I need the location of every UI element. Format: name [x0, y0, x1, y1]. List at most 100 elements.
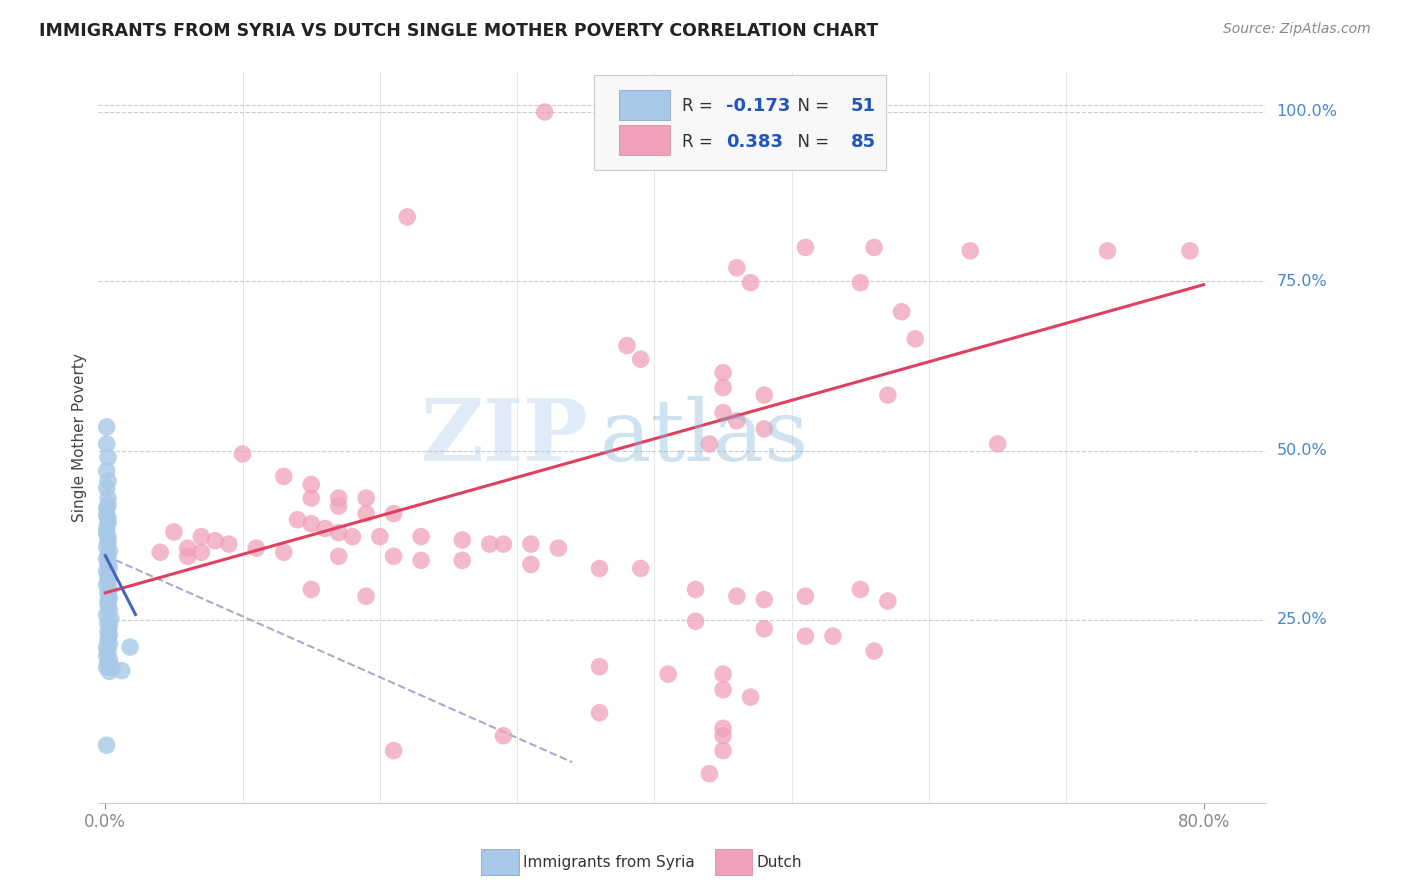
Point — [299, 491, 322, 505]
Text: 100.0%: 100.0% — [1277, 104, 1337, 120]
Point — [96, 437, 118, 451]
Point — [588, 659, 610, 673]
Text: R =: R = — [682, 133, 718, 151]
Point — [96, 521, 118, 535]
Text: Immigrants from Syria: Immigrants from Syria — [523, 855, 695, 870]
Point — [725, 589, 748, 603]
Point — [96, 540, 118, 554]
Point — [98, 582, 121, 596]
Point — [699, 766, 721, 780]
Point — [849, 582, 872, 597]
Point — [314, 521, 336, 535]
Text: N =: N = — [787, 133, 834, 151]
Point — [118, 640, 141, 654]
Text: ZIP: ZIP — [420, 395, 589, 479]
Point — [354, 491, 377, 505]
Text: 25.0%: 25.0% — [1277, 613, 1327, 627]
Point — [97, 644, 120, 658]
Point — [630, 352, 652, 367]
Point — [176, 549, 198, 564]
Point — [96, 660, 118, 674]
Point — [354, 507, 377, 521]
Point — [630, 561, 652, 575]
Point — [849, 276, 872, 290]
Point — [97, 516, 120, 530]
Point — [97, 511, 120, 525]
Point — [876, 594, 898, 608]
Point — [492, 537, 515, 551]
Point — [685, 582, 707, 597]
Point — [97, 632, 120, 646]
Point — [97, 498, 120, 512]
Point — [97, 598, 120, 612]
Point — [588, 706, 610, 720]
Point — [97, 574, 120, 588]
Point — [218, 537, 240, 551]
Point — [299, 516, 322, 531]
Point — [451, 533, 474, 547]
FancyBboxPatch shape — [595, 75, 886, 170]
Text: IMMIGRANTS FROM SYRIA VS DUTCH SINGLE MOTHER POVERTY CORRELATION CHART: IMMIGRANTS FROM SYRIA VS DUTCH SINGLE MO… — [39, 22, 879, 40]
Point — [149, 545, 172, 559]
Point — [863, 644, 886, 658]
Point — [699, 437, 721, 451]
Point — [96, 508, 118, 522]
Point — [204, 533, 226, 548]
Point — [520, 558, 543, 572]
Point — [97, 594, 120, 608]
Text: -0.173: -0.173 — [727, 97, 790, 115]
Point — [794, 589, 817, 603]
Point — [354, 589, 377, 603]
Text: Source: ZipAtlas.com: Source: ZipAtlas.com — [1223, 22, 1371, 37]
Text: 51: 51 — [851, 97, 876, 115]
Point — [97, 657, 120, 671]
Point — [382, 549, 405, 564]
Point — [100, 611, 122, 625]
Point — [97, 530, 120, 544]
Point — [96, 552, 118, 566]
Text: 75.0%: 75.0% — [1277, 274, 1327, 289]
Point — [328, 549, 350, 564]
Point — [890, 305, 912, 319]
Point — [97, 586, 120, 600]
Point — [98, 591, 121, 605]
Point — [97, 491, 120, 505]
Point — [245, 541, 267, 556]
Point — [711, 381, 734, 395]
Point — [685, 615, 707, 629]
Point — [232, 447, 254, 461]
Y-axis label: Single Mother Poverty: Single Mother Poverty — [72, 352, 87, 522]
Point — [451, 553, 474, 567]
Text: atlas: atlas — [600, 395, 810, 479]
Point — [98, 560, 121, 574]
Point — [409, 530, 432, 544]
Point — [96, 640, 118, 654]
Point — [287, 513, 309, 527]
Point — [754, 592, 776, 607]
Text: Dutch: Dutch — [756, 855, 801, 870]
Point — [96, 464, 118, 478]
Text: 0.383: 0.383 — [727, 133, 783, 151]
Point — [273, 545, 295, 559]
Point — [396, 210, 419, 224]
Point — [328, 491, 350, 505]
Point — [711, 721, 734, 735]
Point — [478, 537, 501, 551]
Point — [725, 414, 748, 428]
Point — [96, 648, 118, 663]
Point — [382, 744, 405, 758]
Point — [588, 561, 610, 575]
Point — [97, 569, 120, 583]
Point — [98, 544, 121, 558]
Point — [97, 557, 120, 571]
Point — [876, 388, 898, 402]
Point — [96, 420, 118, 434]
Point — [97, 474, 120, 488]
Point — [96, 607, 118, 622]
Point — [657, 667, 679, 681]
Point — [794, 629, 817, 643]
Point — [96, 578, 118, 592]
Point — [190, 530, 212, 544]
Point — [96, 564, 118, 578]
Point — [98, 628, 121, 642]
